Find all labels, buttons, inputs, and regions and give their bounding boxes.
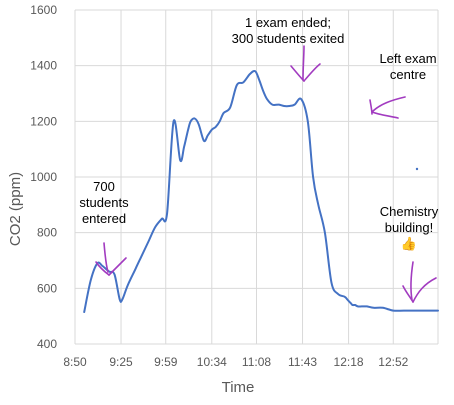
arrow-stroke [369, 99, 373, 115]
annotation-arrow [402, 261, 437, 303]
y-tick-label: 1400 [30, 59, 57, 73]
annotation-line: Chemistry [380, 204, 439, 219]
x-tick-label: 8:50 [63, 355, 87, 369]
annotation-arrow [369, 96, 406, 119]
annotation-arrow [290, 45, 321, 82]
grid [74, 9, 439, 345]
y-axis-label: CO2 (ppm) [7, 172, 24, 246]
arrow-stroke [303, 63, 321, 82]
x-axis-label: Time [222, 379, 255, 396]
arrow-stroke [108, 257, 127, 276]
y-tick-label: 400 [37, 337, 57, 351]
co2-series-line [83, 69, 439, 313]
arrow-stroke [412, 277, 437, 303]
annotation-line: Left exam [379, 51, 436, 66]
annotation-line: centre [390, 67, 426, 82]
arrow-stroke [410, 261, 414, 301]
annotations: 700 students entered 1 exam ended; 300 stude… [79, 15, 438, 251]
annotation-text: Chemistry building! 👍 [380, 204, 439, 251]
annotation-text: 700 students entered [79, 179, 129, 226]
x-tick-label: 9:59 [154, 355, 178, 369]
annotation-line: 👍 [401, 236, 417, 251]
x-tick-label: 11:43 [288, 355, 317, 369]
stray-dot [415, 167, 419, 171]
arrow-stroke [95, 261, 110, 276]
x-tick-label: 11:08 [242, 355, 271, 369]
y-tick-label: 1600 [30, 3, 57, 17]
y-tick-label: 600 [37, 281, 57, 295]
arrow-stroke [302, 45, 305, 81]
y-tick-label: 1200 [30, 114, 57, 128]
annotation-text: Left exam centre [379, 51, 436, 82]
y-tick-label: 1000 [30, 170, 57, 184]
arrow-stroke [290, 65, 305, 82]
annotation-line: building! [385, 220, 433, 235]
x-axis-ticks: 8:50 9:25 9:59 10:34 11:08 11:43 12:18 12:52 [63, 355, 408, 369]
series-layer [83, 69, 439, 313]
x-tick-label: 10:34 [197, 355, 227, 369]
annotation-text: 1 exam ended; 300 students exited [232, 15, 345, 46]
arrow-stroke [103, 242, 109, 273]
annotation-arrows [95, 45, 437, 303]
annotation-line: 300 students exited [232, 31, 345, 46]
annotation-line: 1 exam ended; [245, 15, 331, 30]
y-tick-label: 800 [37, 226, 57, 240]
y-axis-ticks: 400 600 800 1000 1200 1400 1600 [30, 3, 57, 351]
annotation-line: 700 [93, 179, 115, 194]
arrow-stroke [402, 285, 414, 303]
arrow-stroke [371, 96, 406, 113]
arrow-stroke [371, 111, 399, 119]
x-tick-label: 9:25 [109, 355, 133, 369]
annotation-line: students [79, 195, 129, 210]
annotation-line: entered [82, 211, 126, 226]
annotation-arrow [95, 242, 127, 276]
x-tick-label: 12:52 [378, 355, 408, 369]
x-tick-label: 12:18 [334, 355, 364, 369]
